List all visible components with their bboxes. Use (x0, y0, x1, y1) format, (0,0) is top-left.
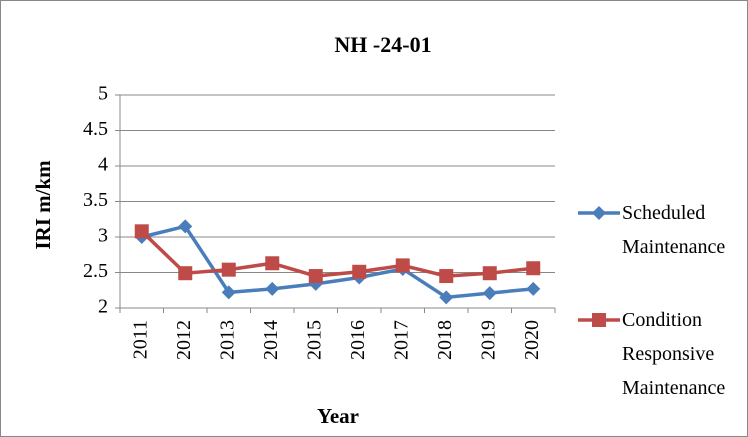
data-point (134, 224, 149, 239)
x-tick-label: 2014 (260, 320, 282, 360)
data-point (221, 262, 236, 277)
data-point (221, 285, 236, 300)
y-tick-label: 3 (98, 225, 108, 247)
data-point (265, 281, 280, 296)
y-axis-label: IRI m/km (31, 160, 55, 250)
x-tick-label: 2011 (129, 320, 151, 359)
data-point (308, 269, 323, 284)
data-point (482, 266, 497, 281)
series-line (140, 230, 534, 278)
data-point (439, 290, 454, 305)
data-point (395, 258, 410, 273)
y-tick-label: 4 (98, 154, 108, 176)
data-point (482, 286, 497, 301)
x-tick-label: 2017 (390, 320, 412, 360)
x-tick-label: 2020 (521, 320, 543, 360)
y-tick-label: 2.5 (83, 260, 108, 282)
x-tick-label: 2016 (347, 320, 369, 360)
data-point (178, 219, 193, 234)
x-tick-label: 2019 (477, 320, 499, 360)
data-point (526, 261, 541, 276)
data-point (178, 266, 193, 281)
data-point (352, 264, 367, 279)
x-axis-label: Year (317, 404, 359, 428)
legend-marker (592, 206, 606, 220)
data-point (526, 281, 541, 296)
legend-label: Scheduled Maintenance (622, 202, 726, 258)
y-tick-label: 2 (98, 296, 108, 318)
legend-label: Condition Responsive Maintenance (622, 309, 726, 399)
y-tick-label: 5 (98, 83, 108, 105)
x-tick-label: 2013 (216, 320, 238, 360)
data-point (265, 256, 280, 271)
legend-marker (592, 313, 606, 327)
chart-title: NH -24-01 (334, 32, 431, 57)
y-tick-label: 3.5 (83, 189, 108, 211)
series-line (141, 224, 534, 300)
y-tick-label: 4.5 (83, 118, 108, 140)
x-tick-label: 2012 (173, 320, 195, 360)
data-point (439, 269, 454, 284)
x-tick-label: 2015 (303, 320, 325, 360)
x-tick-label: 2018 (434, 320, 456, 360)
